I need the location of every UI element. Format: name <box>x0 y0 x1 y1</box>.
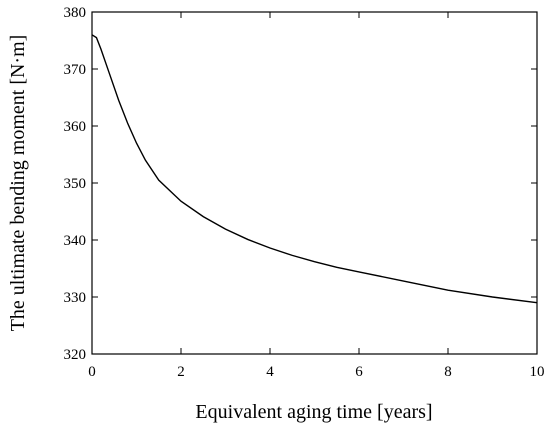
x-tick-label: 6 <box>355 364 363 380</box>
y-tick-label: 350 <box>64 176 87 192</box>
x-tick-label: 2 <box>177 364 185 380</box>
x-tick-label: 0 <box>88 364 96 380</box>
x-axis-title: Equivalent aging time [years] <box>195 401 432 423</box>
y-axis-title: The ultimate bending moment [N·m] <box>7 35 29 332</box>
y-axis-ticks: 320 330 340 350 360 370 380 <box>64 5 537 363</box>
series-line <box>91 34 538 304</box>
x-tick-label: 10 <box>530 364 545 380</box>
y-tick-label: 340 <box>64 233 87 249</box>
x-tick-label: 4 <box>266 364 274 380</box>
y-tick-label: 370 <box>64 62 87 78</box>
y-tick-label: 330 <box>64 290 87 306</box>
x-tick-label: 8 <box>444 364 452 380</box>
x-axis-ticks: 0 2 4 6 8 10 <box>88 12 545 380</box>
y-tick-label: 360 <box>64 119 87 135</box>
y-tick-label: 380 <box>64 5 87 21</box>
y-tick-label: 320 <box>64 347 87 363</box>
plot-frame <box>91 11 538 355</box>
